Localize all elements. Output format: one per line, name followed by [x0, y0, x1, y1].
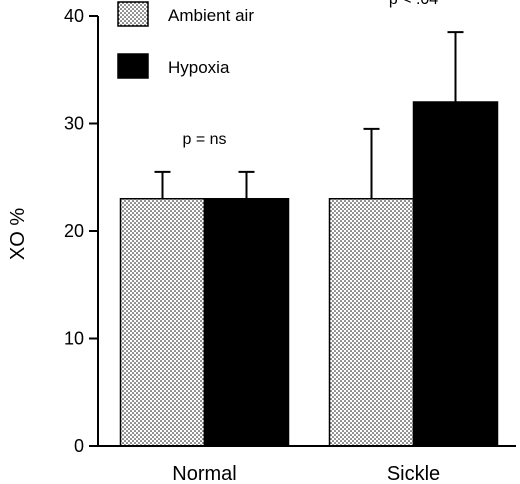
- y-tick-label-40: 40: [64, 6, 84, 26]
- y-axis: 0 10 20 30 40: [64, 6, 99, 456]
- bar-normal-hypoxia: [203, 198, 290, 447]
- legend: Ambient air Hypoxia: [117, 1, 254, 79]
- legend-label-ambient-air: Ambient air: [168, 6, 254, 25]
- legend-label-hypoxia: Hypoxia: [168, 58, 230, 77]
- y-tick-label-0: 0: [74, 436, 84, 456]
- x-tick-label-normal: Normal: [172, 463, 236, 484]
- annotation-normal: p = ns: [182, 131, 226, 148]
- y-tick-label-30: 30: [64, 114, 84, 134]
- x-axis: Normal Sickle: [98, 445, 516, 484]
- y-tick-label-20: 20: [64, 221, 84, 241]
- legend-swatch-hypoxia: [117, 53, 149, 79]
- x-tick-label-sickle: Sickle: [387, 463, 440, 484]
- legend-swatch-ambient-air: [117, 1, 149, 27]
- y-axis-title: XO %: [7, 208, 29, 260]
- bar-sickle-hypoxia: [412, 101, 499, 447]
- y-tick-label-10: 10: [64, 329, 84, 349]
- annotation-sickle: p < .04: [389, 0, 438, 8]
- bar-sickle-ambient-air: [328, 198, 415, 447]
- plot-area: p = ns p < .04: [119, 0, 499, 447]
- bar-normal-ambient-air: [119, 198, 206, 447]
